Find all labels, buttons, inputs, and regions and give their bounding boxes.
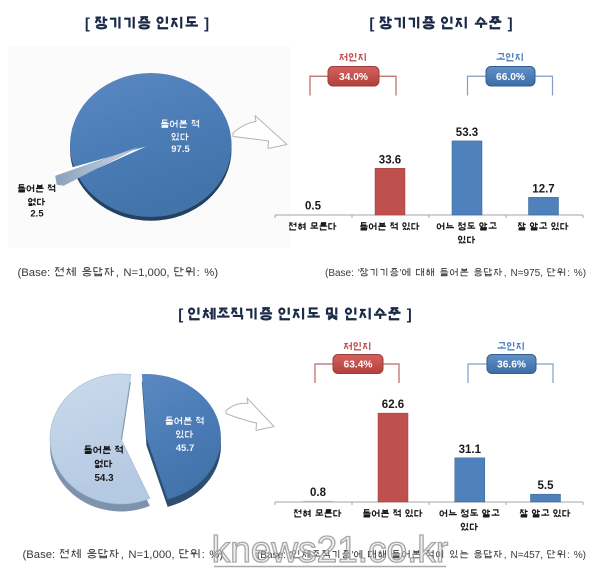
svg-text:[: [ — [178, 307, 183, 324]
svg-text:N=1,000,: N=1,000, — [123, 267, 169, 279]
svg-text:31.1: 31.1 — [459, 444, 482, 456]
svg-text:,: , — [504, 268, 507, 279]
svg-text:': ' — [358, 268, 360, 279]
svg-text:(Base:: (Base: — [23, 549, 56, 561]
svg-text:': ' — [400, 268, 402, 279]
svg-text:45.7: 45.7 — [176, 443, 195, 454]
svg-text:(Base:: (Base: — [18, 267, 51, 279]
svg-text:]: ] — [508, 16, 513, 33]
svg-text:%): %) — [574, 550, 586, 561]
svg-text:(Base:: (Base: — [325, 268, 354, 279]
svg-text:62.6: 62.6 — [382, 399, 404, 411]
svg-text:12.7: 12.7 — [532, 183, 554, 195]
svg-text:63.4%: 63.4% — [344, 360, 373, 371]
svg-text:33.6: 33.6 — [379, 154, 401, 166]
svg-text:[: [ — [369, 16, 374, 33]
svg-text:N=457,: N=457, — [510, 550, 543, 561]
svg-text:[: [ — [85, 16, 90, 33]
svg-text:%): %) — [209, 549, 223, 561]
svg-text:54.3: 54.3 — [94, 473, 114, 484]
svg-text:,: , — [116, 267, 119, 279]
svg-text::: : — [567, 268, 570, 279]
svg-text:97.5: 97.5 — [171, 144, 190, 155]
svg-text:34.0%: 34.0% — [339, 72, 368, 83]
svg-text:%): %) — [204, 267, 218, 279]
svg-text:5.5: 5.5 — [538, 480, 555, 492]
svg-text:knews21.co.kr: knews21.co.kr — [212, 529, 449, 570]
svg-text:,: , — [121, 549, 124, 561]
svg-text:(Base:: (Base: — [257, 550, 286, 561]
svg-text:': ' — [352, 550, 354, 561]
svg-text::: : — [202, 549, 205, 561]
svg-text:66.0%: 66.0% — [496, 72, 525, 83]
svg-text:N=1,000,: N=1,000, — [128, 549, 174, 561]
svg-text::: : — [197, 267, 200, 279]
svg-text:]: ] — [407, 307, 412, 324]
svg-text:0.8: 0.8 — [310, 487, 327, 499]
svg-text:': ' — [290, 550, 292, 561]
svg-text:0.5: 0.5 — [305, 200, 322, 212]
svg-text:%): %) — [574, 268, 586, 279]
svg-text:53.3: 53.3 — [456, 127, 478, 139]
svg-text::: : — [567, 550, 570, 561]
svg-text:]: ] — [204, 16, 209, 33]
svg-text:,: , — [504, 550, 507, 561]
svg-text:N=975,: N=975, — [511, 268, 544, 279]
svg-text:36.6%: 36.6% — [497, 360, 526, 371]
svg-text:2.5: 2.5 — [30, 209, 44, 220]
